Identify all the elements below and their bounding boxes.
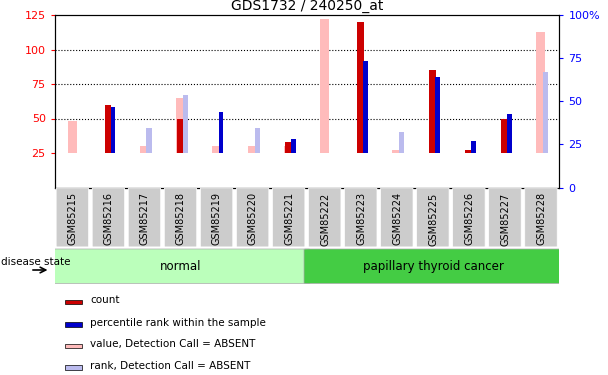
FancyBboxPatch shape [272, 188, 305, 247]
Text: normal: normal [160, 260, 202, 273]
Bar [65, 365, 83, 370]
Bar [543, 72, 548, 153]
Bar [392, 150, 401, 153]
Text: GSM85217: GSM85217 [140, 192, 150, 245]
FancyBboxPatch shape [308, 188, 341, 247]
Bar [182, 95, 188, 153]
Bar [111, 108, 116, 153]
Bar [471, 141, 475, 153]
FancyBboxPatch shape [489, 188, 521, 247]
Text: percentile rank within the sample: percentile rank within the sample [90, 318, 266, 328]
FancyBboxPatch shape [381, 188, 413, 247]
Bar [320, 19, 329, 153]
Bar [284, 146, 293, 153]
Bar [219, 112, 223, 153]
Bar [67, 121, 77, 153]
Bar [465, 150, 472, 153]
Text: GSM85215: GSM85215 [67, 192, 78, 245]
Text: GSM85218: GSM85218 [176, 192, 186, 245]
Bar [363, 60, 368, 153]
Bar [65, 300, 83, 304]
Bar [429, 70, 436, 153]
Title: GDS1732 / 240250_at: GDS1732 / 240250_at [231, 0, 383, 13]
Text: GSM85221: GSM85221 [284, 192, 294, 245]
Bar [177, 118, 184, 153]
FancyBboxPatch shape [164, 188, 197, 247]
Text: disease state: disease state [1, 257, 71, 267]
Bar [399, 132, 404, 153]
Bar [502, 118, 508, 153]
FancyBboxPatch shape [237, 188, 269, 247]
Text: GSM85227: GSM85227 [500, 192, 510, 246]
Bar [65, 344, 83, 348]
FancyBboxPatch shape [345, 188, 377, 247]
FancyBboxPatch shape [416, 188, 449, 247]
FancyBboxPatch shape [201, 188, 233, 247]
Bar [536, 32, 545, 153]
Text: GSM85223: GSM85223 [356, 192, 366, 245]
FancyBboxPatch shape [453, 188, 485, 247]
Bar [247, 146, 257, 153]
FancyBboxPatch shape [525, 188, 557, 247]
Bar [147, 128, 152, 153]
Text: count: count [90, 296, 120, 305]
Text: papillary thyroid cancer: papillary thyroid cancer [363, 260, 503, 273]
Bar [140, 146, 148, 153]
FancyBboxPatch shape [92, 188, 125, 247]
Text: GSM85228: GSM85228 [536, 192, 547, 245]
Bar [508, 114, 512, 153]
Bar [176, 98, 185, 153]
Text: GSM85219: GSM85219 [212, 192, 222, 245]
Bar [435, 77, 440, 153]
Text: GSM85222: GSM85222 [320, 192, 330, 246]
Bar [255, 128, 260, 153]
Bar [291, 139, 295, 153]
Text: GSM85226: GSM85226 [465, 192, 474, 245]
FancyBboxPatch shape [128, 188, 161, 247]
Text: GSM85224: GSM85224 [392, 192, 402, 245]
Bar [357, 22, 364, 153]
Text: GSM85225: GSM85225 [428, 192, 438, 246]
Text: rank, Detection Call = ABSENT: rank, Detection Call = ABSENT [90, 361, 250, 371]
Bar [65, 322, 83, 327]
Bar [285, 142, 292, 153]
Text: value, Detection Call = ABSENT: value, Detection Call = ABSENT [90, 339, 255, 350]
Bar [105, 105, 111, 153]
Text: GSM85220: GSM85220 [248, 192, 258, 245]
FancyBboxPatch shape [50, 249, 310, 284]
Bar [212, 146, 221, 153]
Text: GSM85216: GSM85216 [104, 192, 114, 245]
FancyBboxPatch shape [304, 249, 564, 284]
FancyBboxPatch shape [56, 188, 89, 247]
